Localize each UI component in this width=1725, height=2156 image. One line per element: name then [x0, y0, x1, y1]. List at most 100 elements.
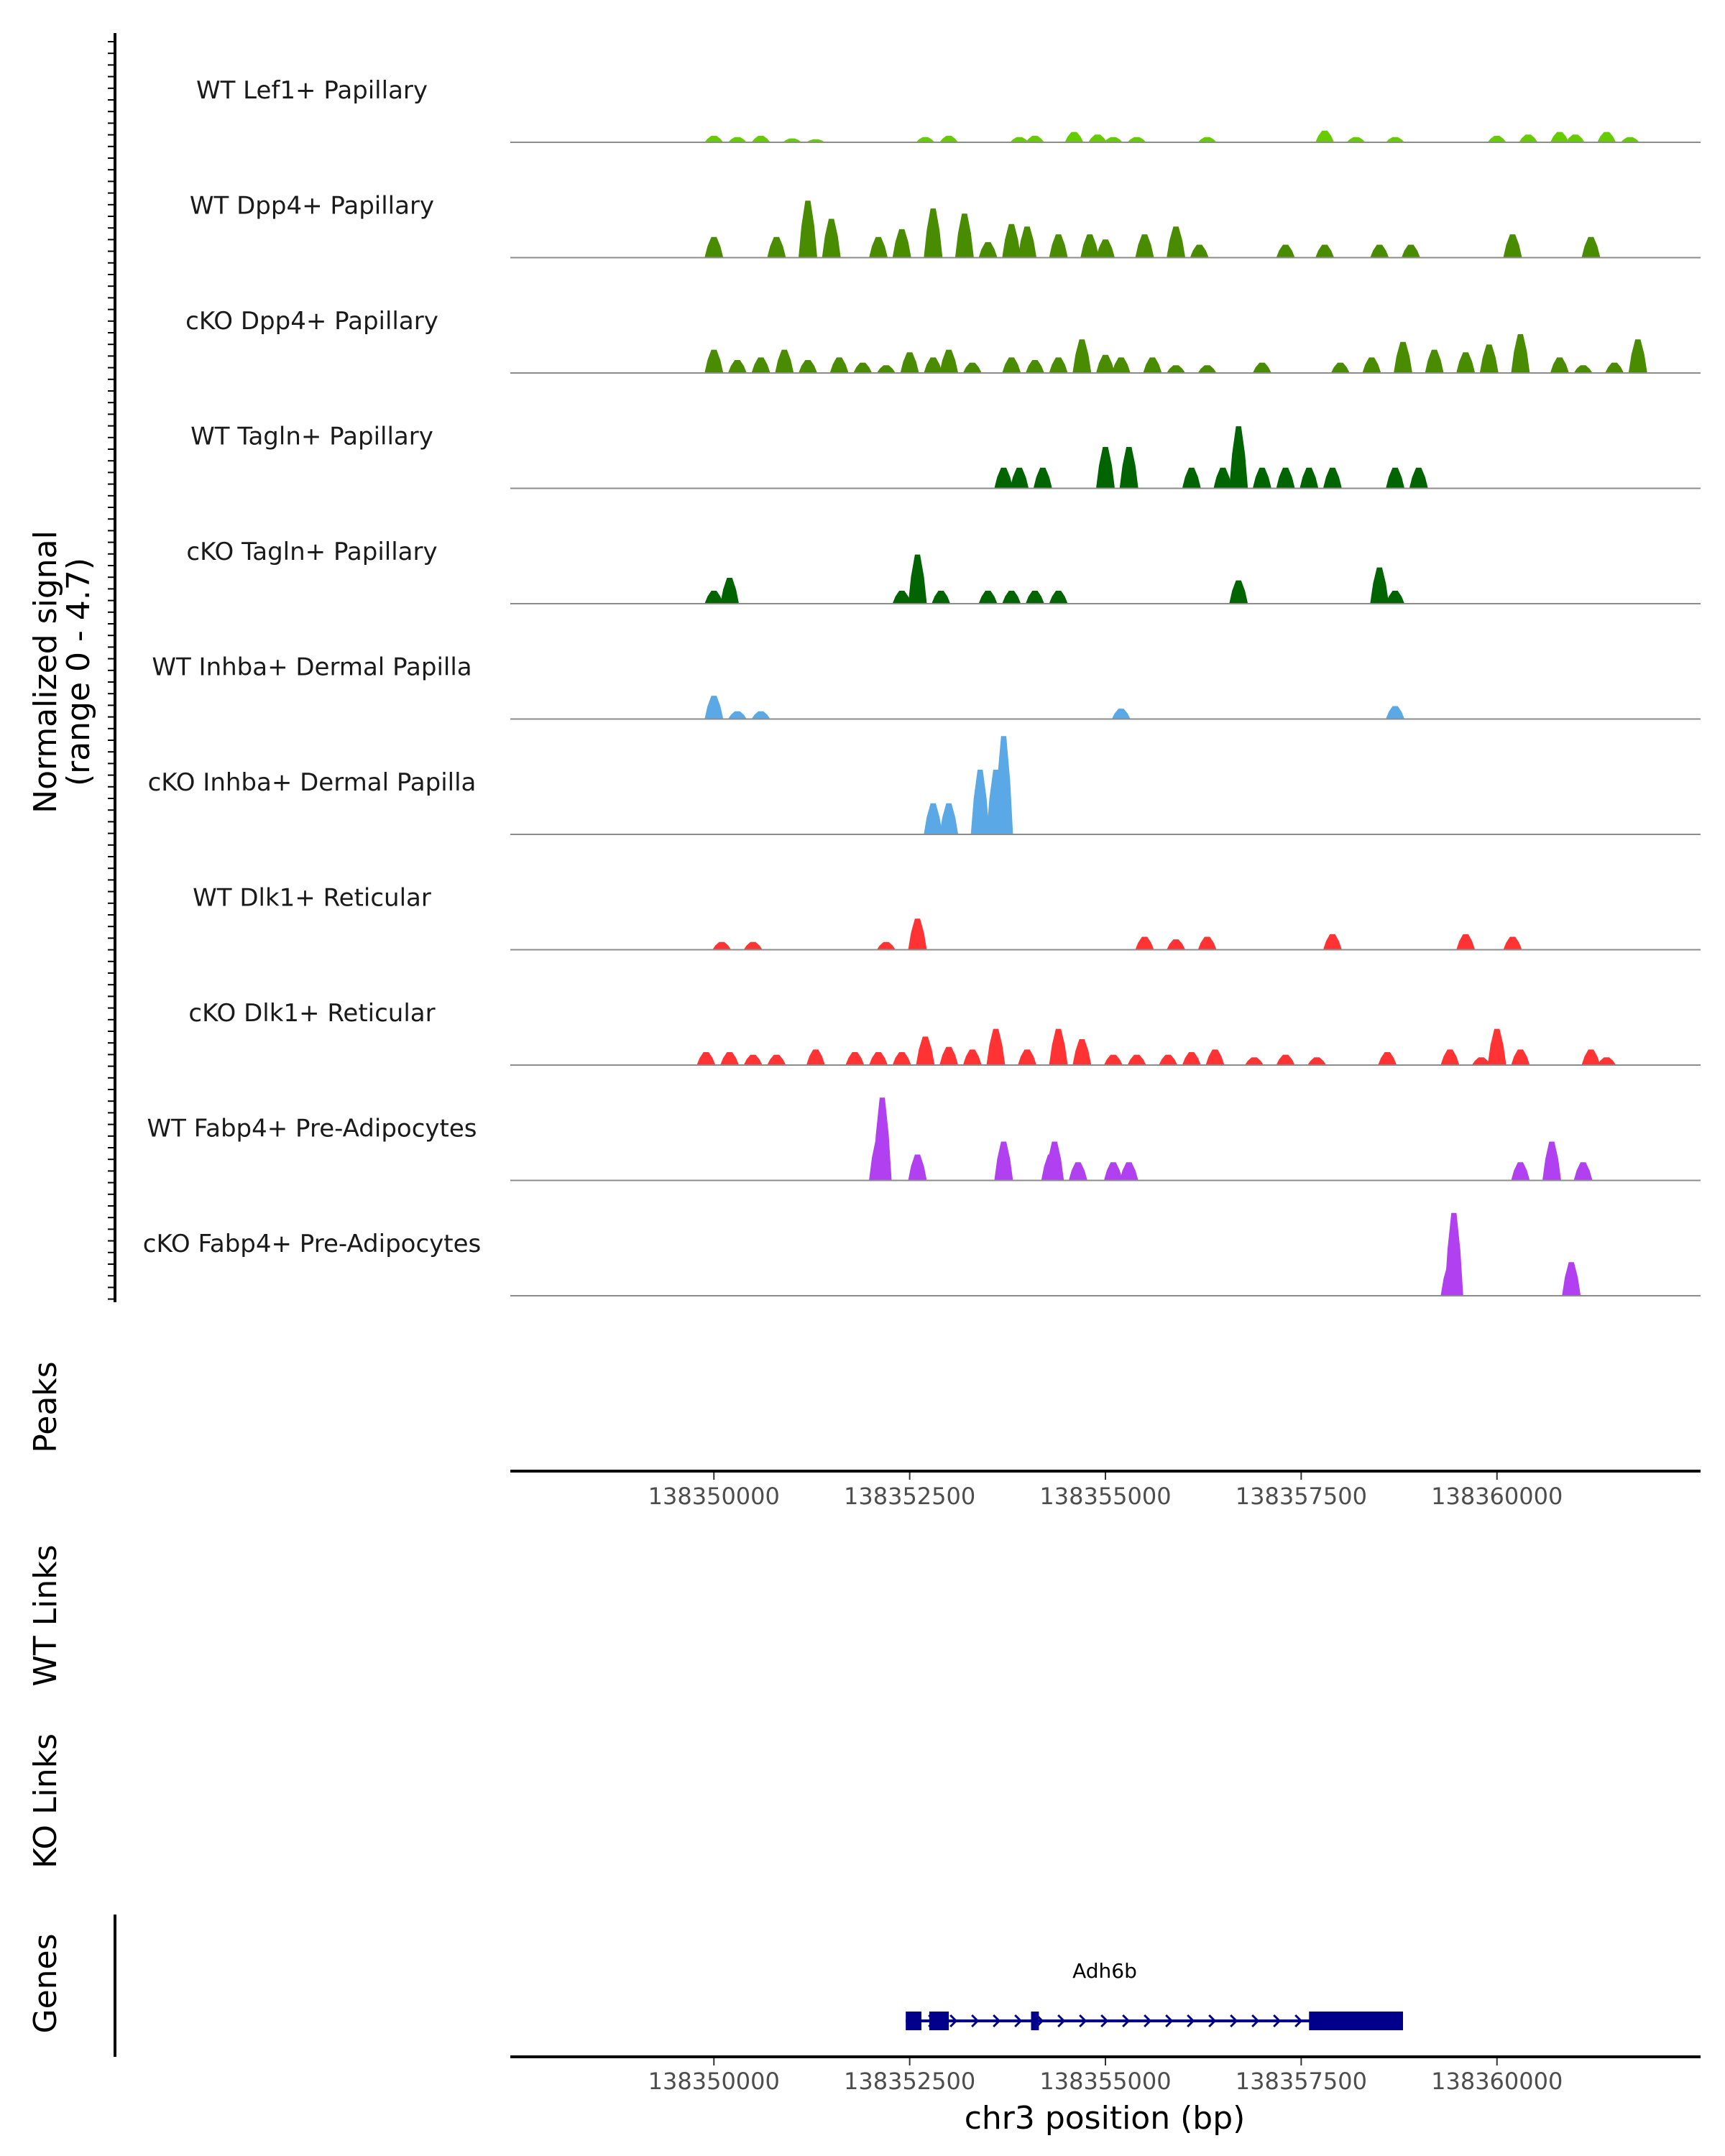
strand-arrow-icon	[971, 2014, 980, 2028]
signal-peak	[1346, 137, 1366, 142]
strand-arrow-icon	[1144, 2014, 1152, 2028]
signal-peak	[1573, 365, 1593, 373]
signal-peak	[1581, 1049, 1601, 1065]
track-3: cKO Dpp4+ Papillary	[185, 307, 1701, 374]
signal-peak	[1252, 362, 1271, 373]
signal-peak	[1378, 1052, 1397, 1065]
signal-peak	[1245, 1057, 1264, 1065]
signal-peak	[1018, 226, 1037, 258]
gene-exon	[906, 2012, 921, 2030]
signal-peak	[1088, 134, 1108, 142]
signal-peak	[924, 357, 943, 373]
signal-peak	[720, 578, 740, 604]
signal-peak	[1503, 936, 1522, 950]
signal-peak	[994, 736, 1013, 834]
signal-peak	[1444, 1212, 1463, 1296]
signal-peak	[1072, 1039, 1092, 1065]
signal-peak	[799, 201, 817, 258]
signal-peak	[978, 591, 998, 604]
signal-peak	[873, 1097, 892, 1181]
signal-peak	[1315, 244, 1335, 258]
track-label: cKO Dpp4+ Papillary	[185, 307, 438, 336]
signal-peak	[1471, 1057, 1491, 1065]
signal-peak	[704, 136, 724, 142]
signal-peak	[869, 236, 888, 258]
signal-peak	[1300, 467, 1319, 489]
signal-peak	[1064, 132, 1084, 142]
signal-peak	[1135, 234, 1154, 258]
signal-peak	[1096, 446, 1115, 489]
signal-peak	[1409, 467, 1428, 489]
signal-peak	[799, 360, 817, 373]
signal-peak	[1550, 357, 1569, 373]
track-6: WT Inhba+ Dermal Papilla	[152, 653, 1701, 720]
signal-peak	[1045, 1141, 1064, 1181]
signal-peak	[908, 554, 927, 604]
signal-peak	[1111, 357, 1131, 373]
track-label: cKO Tagln+ Papillary	[186, 538, 437, 566]
signal-peak	[954, 213, 974, 258]
signal-peak	[994, 1141, 1013, 1181]
signal-ylabel-line2: (range 0 - 4.7)	[60, 558, 97, 786]
signal-peak	[924, 803, 943, 834]
strand-arrow-icon	[1122, 2014, 1131, 2028]
strand-arrow-icon	[1079, 2014, 1087, 2028]
signal-peak	[876, 365, 896, 373]
wt-links-section-label: WT Links	[27, 1544, 64, 1686]
strand-arrow-icon	[949, 2014, 958, 2028]
signal-peak	[1425, 349, 1444, 373]
strand-arrow-icon	[1273, 2014, 1282, 2028]
signal-peak	[1628, 339, 1647, 373]
signal-y-ticks	[108, 41, 115, 1300]
signal-peak	[1127, 1054, 1146, 1065]
signal-peak	[1025, 136, 1044, 142]
signal-peak	[1002, 224, 1021, 258]
x-tick-label: 138355000	[1039, 2068, 1171, 2095]
signal-peak	[727, 360, 747, 373]
signal-peak	[1330, 362, 1350, 373]
track-7: cKO Inhba+ Dermal Papilla	[148, 736, 1701, 835]
signal-peak	[916, 1036, 935, 1065]
signal-peak	[704, 236, 724, 258]
signal-peak	[1096, 239, 1115, 258]
track-2: WT Dpp4+ Papillary	[190, 192, 1701, 259]
track-label: cKO Inhba+ Dermal Papilla	[148, 768, 477, 797]
signal-peak	[1276, 467, 1295, 489]
signal-peak	[775, 349, 794, 373]
signal-peak	[1049, 591, 1068, 604]
track-label: cKO Dlk1+ Reticular	[188, 999, 435, 1028]
track-9: cKO Dlk1+ Reticular	[188, 999, 1701, 1066]
signal-peak	[806, 139, 825, 142]
signal-peak	[1182, 467, 1201, 489]
signal-peak	[1119, 1162, 1138, 1181]
signal-peak	[1386, 591, 1405, 604]
signal-peak	[1143, 357, 1162, 373]
signal-peak	[1018, 1049, 1037, 1065]
signal-peak	[1511, 1049, 1530, 1065]
signal-peak	[1479, 344, 1499, 373]
signal-peak	[1386, 137, 1405, 142]
signal-peak	[1276, 244, 1295, 258]
signal-peak	[962, 362, 982, 373]
signal-peak	[932, 591, 951, 604]
strand-arrow-icon	[1014, 2014, 1023, 2028]
signal-peak	[1072, 339, 1092, 373]
signal-peak	[1111, 709, 1131, 719]
signal-peak	[1103, 137, 1123, 142]
strand-arrow-icon	[1057, 2014, 1066, 2028]
signal-peak	[1519, 134, 1538, 142]
signal-peak	[1370, 567, 1389, 604]
signal-peak	[1205, 1049, 1225, 1065]
signal-peak	[1197, 936, 1217, 950]
signal-peak	[1167, 939, 1186, 950]
signal-peak	[806, 1049, 825, 1065]
signal-peak	[1440, 1049, 1460, 1065]
track-8: WT Dlk1+ Reticular	[193, 884, 1701, 951]
signal-peak	[1487, 136, 1506, 142]
signal-peak	[1597, 1057, 1616, 1065]
signal-peak	[876, 941, 896, 950]
signal-peak	[1322, 934, 1342, 950]
signal-peak	[1456, 934, 1476, 950]
signal-peak	[1386, 706, 1405, 719]
signal-peak	[1049, 1028, 1068, 1065]
